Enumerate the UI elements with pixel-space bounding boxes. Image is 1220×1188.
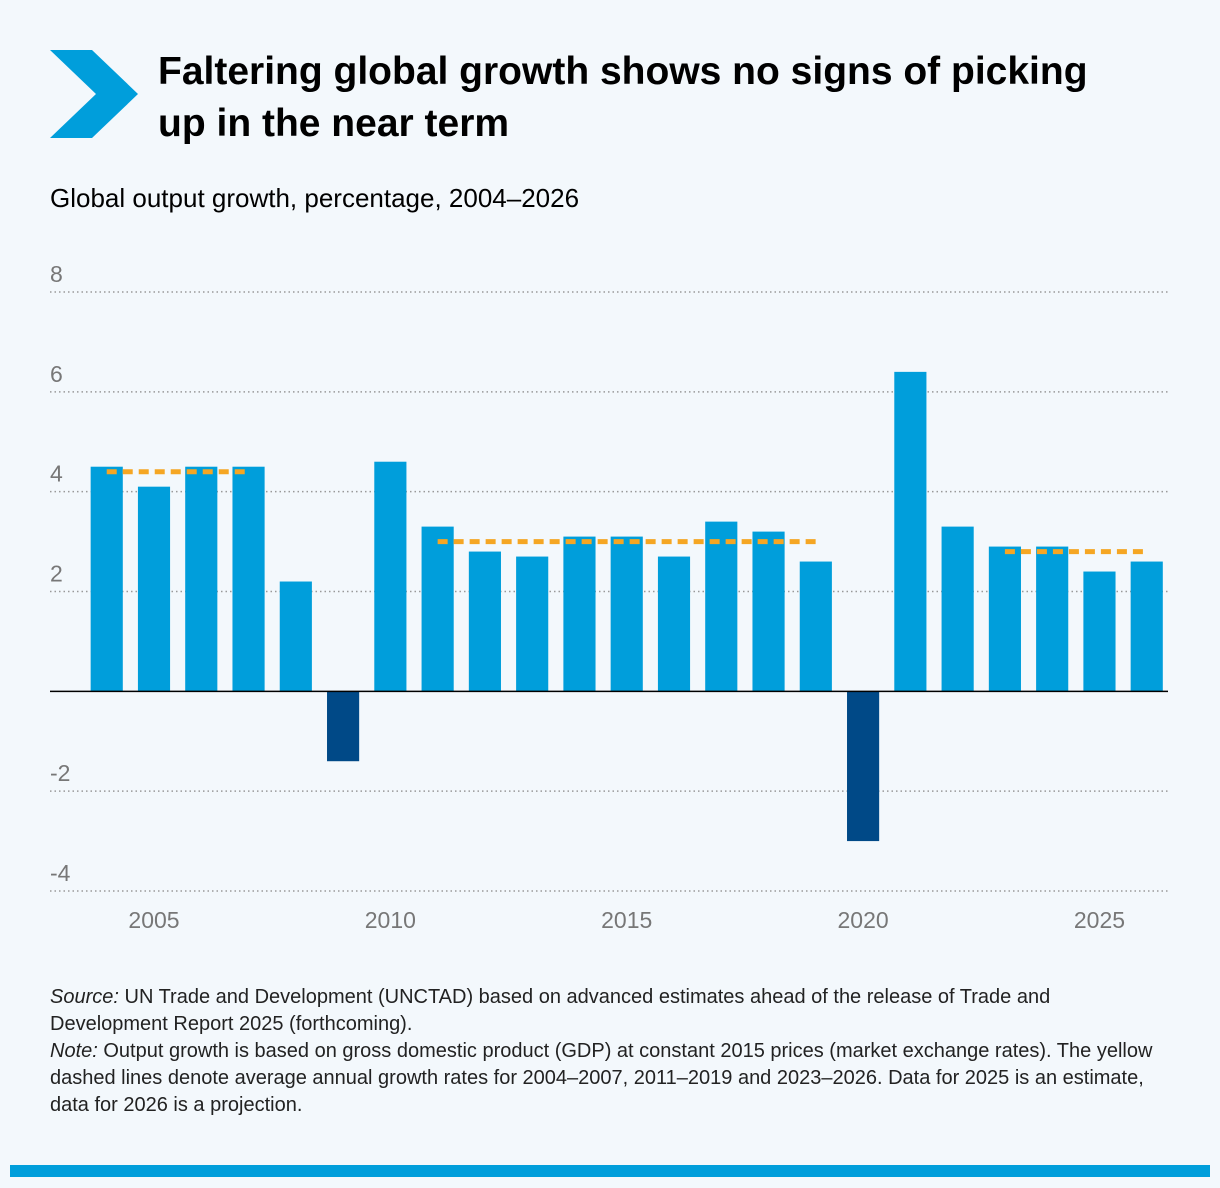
- bar: [988, 546, 1021, 692]
- bar: [374, 461, 407, 692]
- bar: [1036, 546, 1069, 692]
- bar: [1130, 561, 1163, 692]
- bar: [894, 371, 927, 692]
- y-tick-label: 2: [50, 561, 63, 587]
- footnote-label: Note:: [50, 1040, 98, 1062]
- y-tick-label: -4: [50, 860, 71, 886]
- x-tick-label: 2005: [128, 907, 179, 933]
- bar: [232, 466, 265, 692]
- bar: [185, 466, 218, 692]
- footnote: Source: UN Trade and Development (UNCTAD…: [50, 984, 1170, 1038]
- bar: [847, 691, 880, 842]
- bar: [516, 556, 549, 692]
- bar: [137, 486, 171, 692]
- bar: [705, 521, 738, 692]
- bar: [327, 691, 360, 762]
- x-tick-label: 2025: [1074, 907, 1125, 933]
- x-tick-label: 2010: [365, 907, 416, 933]
- bar: [752, 531, 785, 692]
- bar: [279, 581, 312, 692]
- bar: [90, 466, 123, 692]
- x-tick-label: 2015: [601, 907, 652, 933]
- footnote-text: UN Trade and Development (UNCTAD) based …: [50, 986, 1051, 1035]
- x-tick-label: 2020: [838, 907, 889, 933]
- chart: Global output growth, percentage, 2004–2…: [50, 50, 1168, 933]
- footnote-label: Source:: [50, 986, 119, 1008]
- bar: [563, 536, 596, 692]
- bottom-bar: [10, 1165, 1210, 1177]
- bar: [941, 526, 974, 692]
- y-tick-label: 6: [50, 361, 63, 387]
- chart-subtitle: Global output growth, percentage, 2004–2…: [50, 183, 579, 213]
- y-tick-label: -2: [50, 760, 70, 786]
- footnote: Note: Output growth is based on gross do…: [50, 1038, 1170, 1119]
- title: Faltering global growth shows no signs o…: [158, 50, 1088, 145]
- bar: [799, 561, 832, 692]
- bar: [468, 551, 501, 692]
- bar: [421, 526, 454, 692]
- y-tick-label: 4: [50, 461, 63, 487]
- bar: [657, 556, 691, 692]
- chevron-icon: [50, 50, 138, 138]
- bar: [1083, 571, 1116, 692]
- footnote-text: Output growth is based on gross domestic…: [50, 1040, 1153, 1116]
- bar: [610, 536, 643, 692]
- y-tick-label: 8: [50, 261, 63, 287]
- footnotes: Source: UN Trade and Development (UNCTAD…: [50, 984, 1170, 1119]
